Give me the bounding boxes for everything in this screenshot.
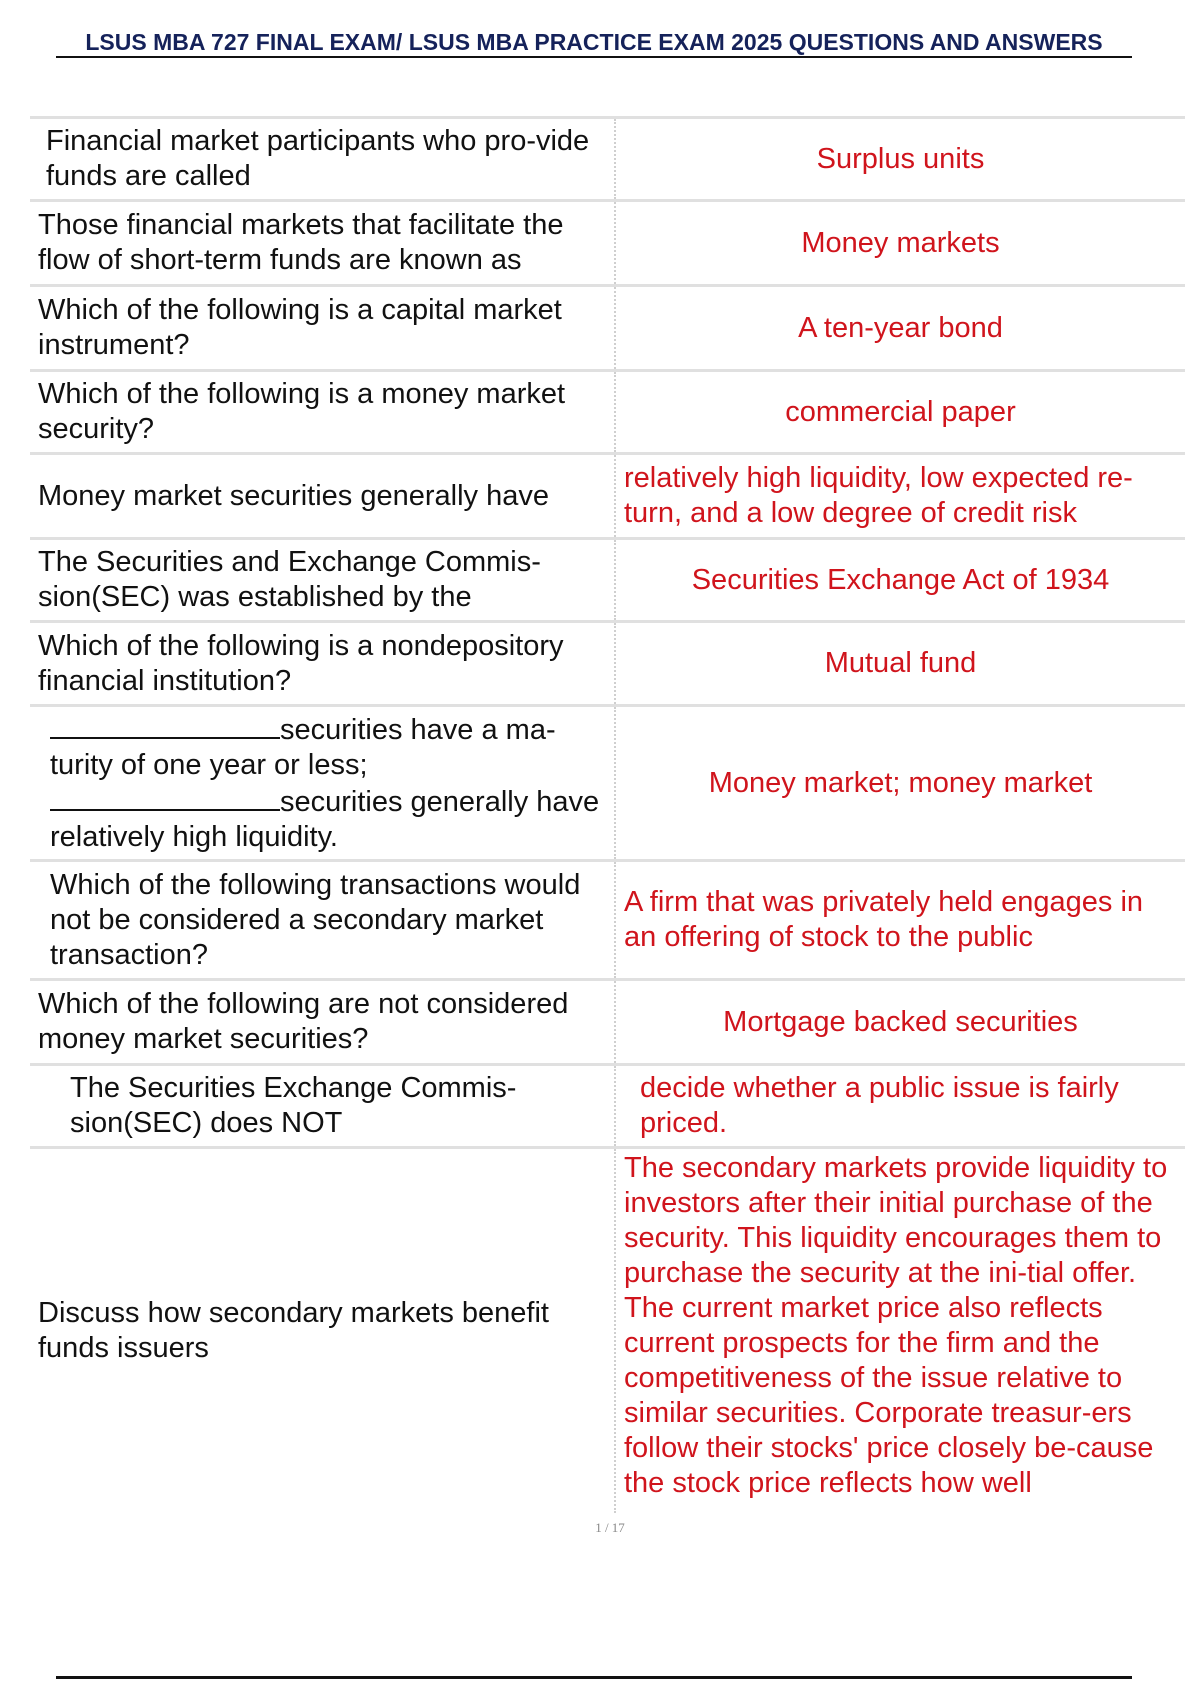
table-row: Financial market participants who pro-vi… <box>30 116 1185 201</box>
table-row: Which of the following is a nondepositor… <box>30 620 1185 706</box>
question-cell: Which of the following is a money market… <box>30 369 616 454</box>
question-cell: The Securities Exchange Commis-sion(SEC)… <box>30 1063 616 1148</box>
answer-cell: Money markets <box>615 199 1185 286</box>
footer-rule <box>56 1676 1132 1679</box>
table-row: Which of the following is a money market… <box>30 369 1185 454</box>
question-cell: Discuss how secondary markets benefit fu… <box>30 1146 616 1513</box>
question-cell: The Securities and Exchange Commis-sion(… <box>30 537 616 622</box>
table-row: The Securities Exchange Commis-sion(SEC)… <box>30 1063 1185 1148</box>
answer-cell: A ten-year bond <box>615 284 1185 371</box>
question-text-part-2: securities generally have relatively hig… <box>50 786 600 853</box>
question-cell: Money market securities generally have <box>30 452 616 539</box>
question-cell: Which of the following transactions woul… <box>30 859 616 980</box>
answer-cell: commercial paper <box>615 369 1185 454</box>
title-underline <box>56 56 1132 58</box>
table-row: Which of the following transactions woul… <box>30 859 1185 980</box>
answer-cell: A firm that was privately held engages i… <box>615 859 1185 980</box>
table-row: securities have a ma-turity of one year … <box>30 704 1185 861</box>
answer-cell: relatively high liquidity, low expected … <box>615 452 1185 539</box>
fill-blank <box>50 783 280 811</box>
question-cell: Those financial markets that facilitate … <box>30 199 616 286</box>
question-text-part-1: securities have a ma-turity of one year … <box>50 714 556 781</box>
answer-cell: Surplus units <box>615 116 1185 201</box>
table-row: Which of the following is a capital mark… <box>30 284 1185 371</box>
answer-cell: Mortgage backed securities <box>615 978 1185 1065</box>
table-row: The Securities and Exchange Commis-sion(… <box>30 537 1185 622</box>
answer-cell: Mutual fund <box>615 620 1185 706</box>
table-row: Discuss how secondary markets benefit fu… <box>30 1146 1185 1513</box>
table-row: Money market securities generally have re… <box>30 452 1185 539</box>
question-cell: securities have a ma-turity of one year … <box>30 704 616 861</box>
question-cell: Which of the following are not considere… <box>30 978 616 1065</box>
question-cell: Which of the following is a nondepositor… <box>30 620 616 706</box>
answer-cell: decide whether a public issue is fairly … <box>615 1063 1185 1148</box>
document-title: LSUS MBA 727 FINAL EXAM/ LSUS MBA PRACTI… <box>85 29 1103 55</box>
qa-table: Financial market participants who pro-vi… <box>30 116 1185 1513</box>
page-number: 1 / 17 <box>595 1520 625 1535</box>
table-row: Which of the following are not considere… <box>30 978 1185 1065</box>
question-cell: Which of the following is a capital mark… <box>30 284 616 371</box>
fill-blank <box>50 711 280 739</box>
answer-cell: Money market; money market <box>615 704 1185 861</box>
question-cell: Financial market participants who pro-vi… <box>30 116 616 201</box>
table-row: Those financial markets that facilitate … <box>30 199 1185 286</box>
answer-cell: Securities Exchange Act of 1934 <box>615 537 1185 622</box>
answer-cell: The secondary markets provide liquidity … <box>615 1146 1185 1513</box>
